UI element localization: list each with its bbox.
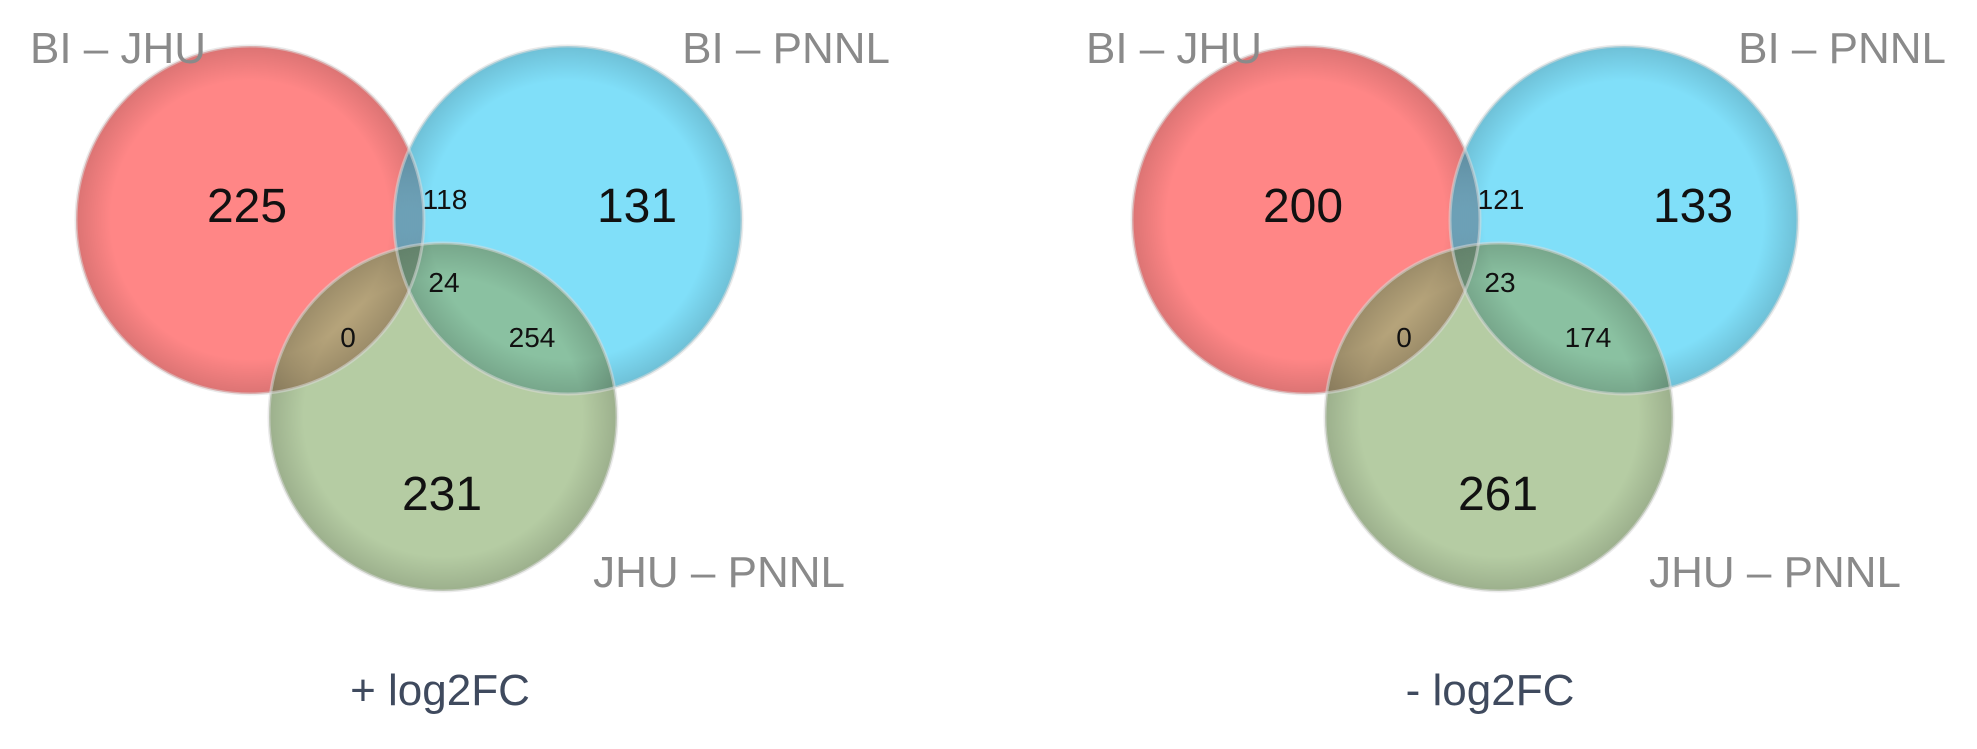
- venn-caption: + log2FC: [350, 666, 530, 715]
- set-label-jhu-pnnl: JHU – PNNL: [1649, 548, 1901, 597]
- count-bi-pnnl-and-jhu-pnnl: 174: [1565, 322, 1612, 353]
- count-bi-jhu-and-jhu-pnnl: 0: [1396, 322, 1412, 353]
- circle-edge-shade: [269, 243, 617, 591]
- venn-caption: - log2FC: [1406, 666, 1575, 715]
- count-bi-pnnl-only: 133: [1653, 180, 1733, 233]
- circle-edge-shade: [1325, 243, 1673, 591]
- count-all-three: 24: [428, 267, 459, 298]
- count-bi-jhu-only: 225: [207, 180, 287, 233]
- count-bi-jhu-only: 200: [1263, 180, 1343, 233]
- count-bi-pnnl-and-jhu-pnnl: 254: [509, 322, 556, 353]
- set-label-bi-pnnl: BI – PNNL: [1738, 24, 1946, 73]
- count-jhu-pnnl-only: 231: [402, 468, 482, 521]
- circle-outline: [1130, 44, 1482, 396]
- count-bi-jhu-and-jhu-pnnl: 0: [340, 322, 356, 353]
- count-bi-jhu-and-bi-pnnl: 118: [423, 184, 468, 215]
- circle-outline: [1323, 241, 1675, 593]
- venn-diagram-negative: BI – JHU BI – PNNL JHU – PNNL 200 133 26…: [1086, 24, 1946, 715]
- set-label-jhu-pnnl: JHU – PNNL: [593, 548, 845, 597]
- count-jhu-pnnl-only: 261: [1458, 468, 1538, 521]
- set-label-bi-pnnl: BI – PNNL: [682, 24, 890, 73]
- count-bi-pnnl-only: 131: [597, 180, 677, 233]
- count-bi-jhu-and-bi-pnnl: 121: [1478, 184, 1525, 215]
- circle-outline: [392, 44, 744, 396]
- count-all-three: 23: [1484, 267, 1515, 298]
- venn-diagram-positive: BI – JHU BI – PNNL JHU – PNNL 225 131 23…: [30, 24, 890, 715]
- circle-outline: [267, 241, 619, 593]
- set-label-bi-jhu: BI – JHU: [30, 24, 206, 73]
- circle-outline: [1448, 44, 1800, 396]
- circle-outline: [74, 44, 426, 396]
- set-label-bi-jhu: BI – JHU: [1086, 24, 1262, 73]
